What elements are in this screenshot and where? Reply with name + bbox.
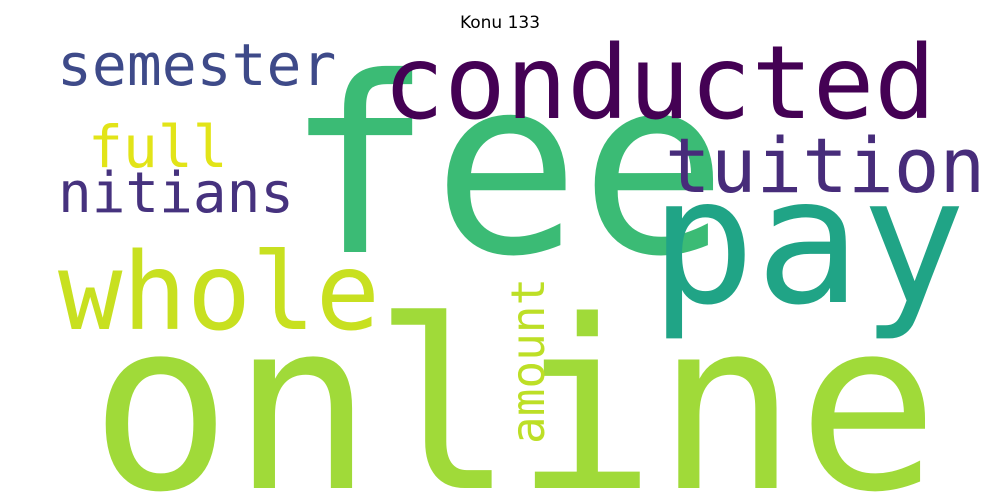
word-tuition: tuition <box>665 121 986 210</box>
chart-title: Konu 133 <box>459 13 541 33</box>
word-full: full <box>88 113 228 181</box>
word-nitians: nitians <box>58 161 295 226</box>
word-amount: amount <box>501 277 555 444</box>
word-online: online <box>90 271 939 500</box>
word-pay: pay <box>650 141 967 344</box>
word-fee: fee <box>285 25 728 310</box>
word-conducted: conducted <box>383 24 936 143</box>
word-whole: whole <box>58 231 381 355</box>
word-semester: semester <box>57 31 337 99</box>
